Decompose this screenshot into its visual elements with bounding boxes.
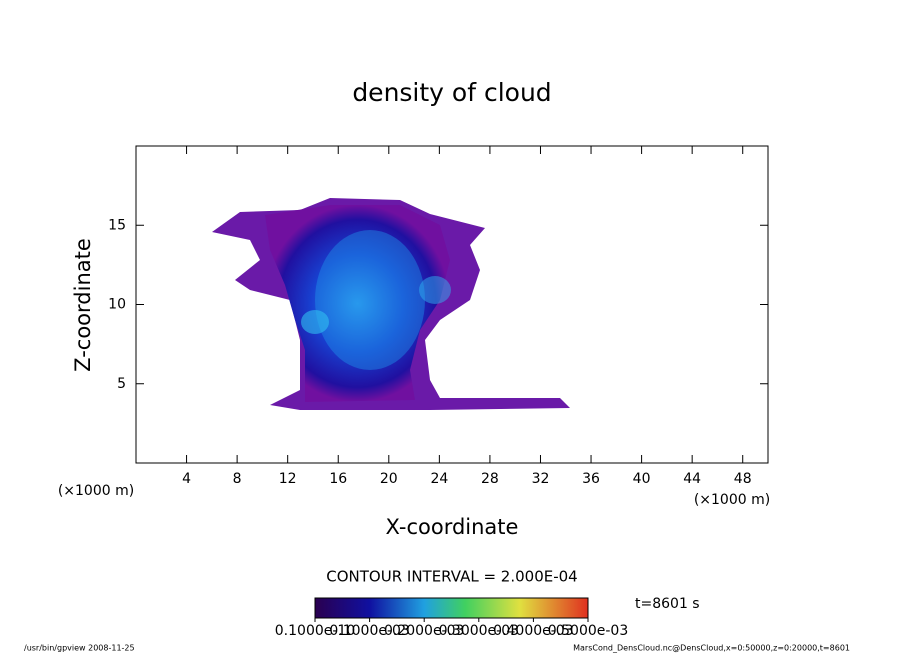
x-tick-label: 48 bbox=[734, 471, 752, 487]
x-tick-label: 8 bbox=[233, 471, 242, 487]
y-tick-label: 5 bbox=[117, 376, 126, 392]
x-tick-label: 12 bbox=[279, 471, 297, 487]
colorbar bbox=[314, 597, 589, 619]
y-tick-label: 10 bbox=[108, 297, 126, 313]
x-unit: (×1000 m) bbox=[694, 492, 770, 508]
colorbar-tick-label: 0.1000e-10 bbox=[275, 623, 355, 639]
x-tick-label: 4 bbox=[182, 471, 191, 487]
x-tick-label: 20 bbox=[380, 471, 398, 487]
x-tick-label: 44 bbox=[683, 471, 701, 487]
time-label: t=8601 s bbox=[635, 596, 700, 612]
footer-right: MarsCond_DensCloud.nc@DensCloud,x=0:5000… bbox=[573, 644, 850, 653]
colorbar-tick-label: 0.4000e-03 bbox=[493, 623, 573, 639]
colorbar-tick-label: 0.1000e-03 bbox=[329, 623, 409, 639]
y-tick-label: 15 bbox=[108, 217, 126, 233]
y-unit: (×1000 m) bbox=[58, 483, 134, 499]
x-axis-label: X-coordinate bbox=[386, 515, 519, 539]
colorbar-tick-label: 0.5000e-03 bbox=[548, 623, 628, 639]
x-tick-label: 40 bbox=[633, 471, 651, 487]
contour-interval: CONTOUR INTERVAL = 2.000E-04 bbox=[326, 568, 577, 586]
x-tick-label: 36 bbox=[582, 471, 600, 487]
x-tick-label: 16 bbox=[329, 471, 347, 487]
footer-left: /usr/bin/gpview 2008-11-25 bbox=[24, 644, 135, 653]
x-tick-label: 28 bbox=[481, 471, 499, 487]
x-tick-label: 32 bbox=[532, 471, 550, 487]
chart-title: density of cloud bbox=[352, 78, 551, 107]
colorbar-tick-label: 0.2000e-03 bbox=[384, 623, 464, 639]
colorbar-tick-label: 0.3000e-03 bbox=[439, 623, 519, 639]
y-axis-label: Z-coordinate bbox=[71, 238, 95, 372]
contour-field bbox=[212, 198, 570, 410]
x-tick-label: 24 bbox=[430, 471, 448, 487]
